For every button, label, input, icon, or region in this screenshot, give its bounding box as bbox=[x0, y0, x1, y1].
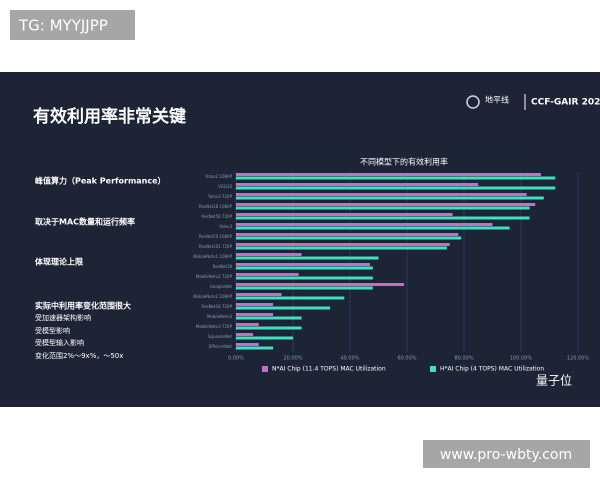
y-tick-label: ResNet18 bbox=[213, 264, 233, 269]
y-tick-label: Yolov2 1080P bbox=[204, 174, 232, 179]
sub-point: 受模型输入影响 bbox=[35, 338, 84, 347]
bar bbox=[236, 303, 274, 306]
x-tick-label: 0.00% bbox=[228, 356, 244, 362]
watermark-bottom: www.pro-wbty.com bbox=[440, 447, 572, 463]
bar bbox=[236, 216, 530, 220]
x-tick-label: 20.00% bbox=[283, 356, 302, 362]
bar bbox=[236, 213, 453, 216]
bar bbox=[236, 236, 462, 240]
bar bbox=[236, 323, 259, 326]
bar bbox=[236, 226, 510, 230]
bar bbox=[236, 173, 541, 176]
bar bbox=[236, 286, 373, 290]
bar bbox=[236, 293, 282, 296]
legend-label: H*AI Chip (4 TOPS) MAC Utilization bbox=[440, 366, 544, 373]
tag-box bbox=[10, 10, 135, 40]
point: 体现理论上限 bbox=[35, 257, 83, 267]
source: 量子位 bbox=[536, 373, 572, 388]
bar bbox=[236, 343, 259, 346]
bar bbox=[236, 326, 302, 330]
x-tick-label: 80.00% bbox=[454, 356, 473, 362]
x-tick-label: 120.00% bbox=[567, 356, 589, 362]
bar bbox=[236, 186, 556, 190]
y-tick-label: ResNet101 720P bbox=[199, 244, 233, 249]
bar bbox=[236, 283, 405, 286]
bar bbox=[236, 333, 254, 336]
y-tick-label: ResNet18 1080P bbox=[199, 204, 233, 209]
point: 实际中利用率变化范围很大 bbox=[35, 301, 131, 311]
bar bbox=[236, 276, 373, 280]
bar bbox=[236, 233, 459, 236]
bar bbox=[236, 316, 302, 320]
y-tick-label: EfficientNet bbox=[209, 344, 233, 349]
y-tick-label: MobileNetv3 bbox=[207, 314, 233, 319]
y-tick-label: MobileNetv3 720P bbox=[196, 324, 233, 329]
bar bbox=[236, 196, 544, 200]
bar bbox=[236, 203, 536, 206]
bar bbox=[236, 273, 299, 276]
legend-swatch bbox=[430, 366, 436, 372]
bar bbox=[236, 176, 556, 180]
bar bbox=[236, 183, 479, 186]
logo: 地平线 bbox=[485, 95, 509, 105]
sub-point: 受加速器架构影响 bbox=[35, 313, 91, 322]
y-tick-label: ResNet50 720P bbox=[201, 214, 232, 219]
x-tick-label: 40.00% bbox=[340, 356, 359, 362]
bar bbox=[236, 346, 274, 350]
logo-icon bbox=[466, 95, 480, 109]
y-tick-label: MobileNetv1 1080P bbox=[193, 254, 233, 259]
y-tick-label: ResNet18 720P bbox=[201, 304, 232, 309]
legend-label: N*AI Chip (11.4 TOPS) MAC Utilization bbox=[272, 366, 386, 373]
bar bbox=[236, 296, 345, 300]
sub-point: 变化范围2%～9x%，～50x bbox=[35, 351, 123, 360]
bar bbox=[236, 313, 274, 316]
y-tick-label: ResNet50 1080P bbox=[199, 234, 233, 239]
point: 峰值算力（Peak Performance） bbox=[35, 176, 166, 186]
bar bbox=[236, 206, 530, 210]
legend-swatch bbox=[262, 366, 268, 372]
y-tick-label: Yolov3 bbox=[218, 224, 232, 229]
x-tick-label: 60.00% bbox=[397, 356, 416, 362]
bar bbox=[236, 306, 331, 310]
event: CCF-GAIR 2020 bbox=[531, 98, 600, 108]
point: 取决于MAC数量和运行频率 bbox=[35, 217, 135, 227]
url-box bbox=[423, 440, 590, 468]
sub-point: 受模型影响 bbox=[35, 326, 70, 335]
bar bbox=[236, 266, 373, 270]
x-tick-label: 100.00% bbox=[510, 356, 532, 362]
watermark-top: TG: MYYJJPP bbox=[18, 17, 108, 35]
y-tick-label: SqueezeNet bbox=[208, 334, 233, 339]
bar bbox=[236, 263, 370, 266]
bar bbox=[236, 246, 447, 250]
y-tick-label: GoogLeNet bbox=[210, 284, 233, 289]
chart-title: 不同模型下的有效利用率 bbox=[360, 157, 448, 167]
bar bbox=[236, 193, 527, 196]
bar bbox=[236, 256, 379, 260]
y-tick-label: MobileNetv2 720P bbox=[196, 274, 233, 279]
bar bbox=[236, 253, 302, 256]
y-tick-label: VGG16 bbox=[218, 184, 232, 189]
y-tick-label: Yolov3 720P bbox=[207, 194, 233, 199]
slide-title: 有效利用率非常关键 bbox=[33, 106, 186, 127]
y-tick-label: MobileNetv2 1080P bbox=[193, 294, 233, 299]
bar bbox=[236, 243, 450, 246]
bar bbox=[236, 223, 493, 226]
bar bbox=[236, 336, 293, 340]
